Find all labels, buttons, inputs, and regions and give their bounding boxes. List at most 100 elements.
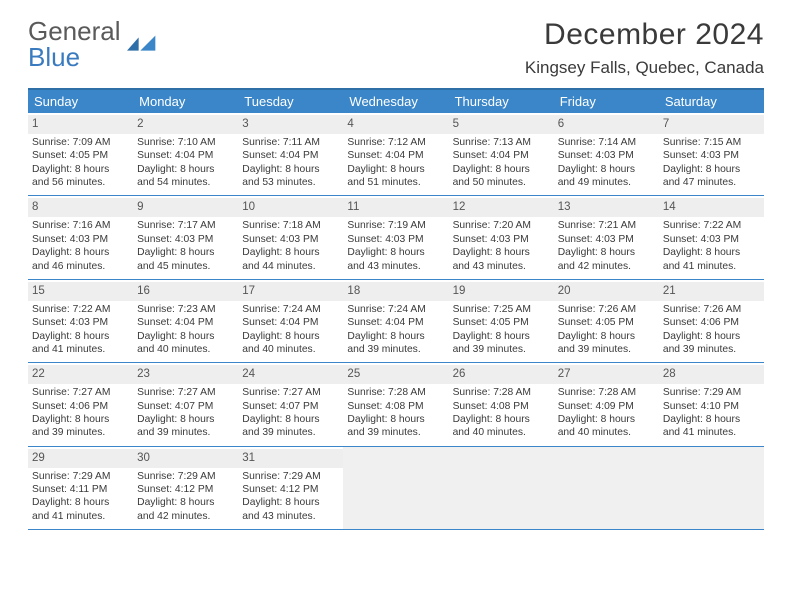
calendar-day: 1Sunrise: 7:09 AMSunset: 4:05 PMDaylight… [28,113,133,195]
daylight-line: Daylight: 8 hours and 39 minutes. [347,413,444,440]
sunrise-line: Sunrise: 7:19 AM [347,219,444,232]
daylight-line: Daylight: 8 hours and 54 minutes. [137,163,234,190]
daylight-line: Daylight: 8 hours and 40 minutes. [137,330,234,357]
sunset-line: Sunset: 4:03 PM [32,316,129,329]
sunrise-line: Sunrise: 7:28 AM [347,386,444,399]
day-number: 26 [449,365,554,384]
sunset-line: Sunset: 4:03 PM [663,149,760,162]
sunset-line: Sunset: 4:04 PM [347,316,444,329]
day-number: 30 [133,449,238,468]
day-number: 12 [449,198,554,217]
calendar-week: 8Sunrise: 7:16 AMSunset: 4:03 PMDaylight… [28,196,764,279]
sunrise-line: Sunrise: 7:16 AM [32,219,129,232]
sunrise-line: Sunrise: 7:27 AM [242,386,339,399]
calendar-day: 20Sunrise: 7:26 AMSunset: 4:05 PMDayligh… [554,280,659,362]
calendar-day: 22Sunrise: 7:27 AMSunset: 4:06 PMDayligh… [28,363,133,445]
sunset-line: Sunset: 4:11 PM [32,483,129,496]
daylight-line: Daylight: 8 hours and 39 minutes. [347,330,444,357]
sunset-line: Sunset: 4:04 PM [242,316,339,329]
title-block: December 2024 Kingsey Falls, Quebec, Can… [525,18,764,78]
calendar-day: 31Sunrise: 7:29 AMSunset: 4:12 PMDayligh… [238,447,343,529]
sunrise-line: Sunrise: 7:28 AM [453,386,550,399]
day-number: 1 [28,115,133,134]
day-number: 25 [343,365,448,384]
daylight-line: Daylight: 8 hours and 39 minutes. [32,413,129,440]
dow-header-cell: Monday [133,90,238,113]
day-number: 3 [238,115,343,134]
sunset-line: Sunset: 4:04 PM [137,149,234,162]
sunset-line: Sunset: 4:03 PM [558,149,655,162]
daylight-line: Daylight: 8 hours and 49 minutes. [558,163,655,190]
calendar-day: 8Sunrise: 7:16 AMSunset: 4:03 PMDaylight… [28,196,133,278]
day-number: 13 [554,198,659,217]
sunrise-line: Sunrise: 7:22 AM [32,303,129,316]
daylight-line: Daylight: 8 hours and 46 minutes. [32,246,129,273]
calendar-day: 21Sunrise: 7:26 AMSunset: 4:06 PMDayligh… [659,280,764,362]
logo-text-bottom: Blue [28,42,80,72]
day-number: 21 [659,282,764,301]
dow-header-cell: Saturday [659,90,764,113]
sunrise-line: Sunrise: 7:29 AM [32,470,129,483]
calendar-day: 16 Sunrise: 7:23 AMSunset: 4:04 PMDayligh… [133,280,238,362]
calendar-day: 26Sunrise: 7:28 AMSunset: 4:08 PMDayligh… [449,363,554,445]
sunset-line: Sunset: 4:07 PM [242,400,339,413]
sunset-line: Sunset: 4:04 PM [137,316,234,329]
calendar-day: 14Sunrise: 7:22 AMSunset: 4:03 PMDayligh… [659,196,764,278]
day-number: 7 [659,115,764,134]
sunrise-line: Sunrise: 7:26 AM [663,303,760,316]
daylight-line: Daylight: 8 hours and 41 minutes. [32,330,129,357]
calendar-day: 24Sunrise: 7:27 AMSunset: 4:07 PMDayligh… [238,363,343,445]
daylight-line: Daylight: 8 hours and 39 minutes. [137,413,234,440]
daylight-line: Daylight: 8 hours and 43 minutes. [347,246,444,273]
dow-header-cell: Wednesday [343,90,448,113]
daylight-line: Daylight: 8 hours and 41 minutes. [663,413,760,440]
dow-header-cell: Sunday [28,90,133,113]
sunset-line: Sunset: 4:03 PM [347,233,444,246]
daylight-line: Daylight: 8 hours and 56 minutes. [32,163,129,190]
daylight-line: Daylight: 8 hours and 53 minutes. [242,163,339,190]
day-number: 15 [28,282,133,301]
calendar-day: 5Sunrise: 7:13 AMSunset: 4:04 PMDaylight… [449,113,554,195]
sunset-line: Sunset: 4:07 PM [137,400,234,413]
page-title: December 2024 [525,18,764,52]
calendar-day: 25 Sunrise: 7:28 AMSunset: 4:08 PMDayligh… [343,363,448,445]
sunrise-line: Sunrise: 7:29 AM [137,470,234,483]
day-number: 4 [343,115,448,134]
daylight-line: Daylight: 8 hours and 50 minutes. [453,163,550,190]
logo-text: General Blue [28,18,121,70]
day-number: 31 [238,449,343,468]
calendar-day: 27Sunrise: 7:28 AMSunset: 4:09 PMDayligh… [554,363,659,445]
calendar-day: 2Sunrise: 7:10 AMSunset: 4:04 PMDaylight… [133,113,238,195]
daylight-line: Daylight: 8 hours and 45 minutes. [137,246,234,273]
sunset-line: Sunset: 4:04 PM [242,149,339,162]
sunrise-line: Sunrise: 7:27 AM [32,386,129,399]
sunset-line: Sunset: 4:04 PM [347,149,444,162]
day-number: 16 [133,282,238,301]
calendar-day-blank [449,447,554,529]
daylight-line: Daylight: 8 hours and 39 minutes. [242,413,339,440]
calendar-day-blank [554,447,659,529]
calendar-day: 15 Sunrise: 7:22 AMSunset: 4:03 PMDayligh… [28,280,133,362]
sunset-line: Sunset: 4:12 PM [137,483,234,496]
calendar-day: 4 Sunrise: 7:12 AMSunset: 4:04 PMDaylight… [343,113,448,195]
sunrise-line: Sunrise: 7:28 AM [558,386,655,399]
sunset-line: Sunset: 4:09 PM [558,400,655,413]
sunrise-line: Sunrise: 7:12 AM [347,136,444,149]
day-number: 8 [28,198,133,217]
day-number: 20 [554,282,659,301]
daylight-line: Daylight: 8 hours and 40 minutes. [242,330,339,357]
sunrise-line: Sunrise: 7:27 AM [137,386,234,399]
sunrise-line: Sunrise: 7:09 AM [32,136,129,149]
calendar-week: 29Sunrise: 7:29 AMSunset: 4:11 PMDayligh… [28,447,764,530]
sunset-line: Sunset: 4:10 PM [663,400,760,413]
sunset-line: Sunset: 4:04 PM [453,149,550,162]
sunset-line: Sunset: 4:08 PM [347,400,444,413]
calendar-day: 10Sunrise: 7:18 AMSunset: 4:03 PMDayligh… [238,196,343,278]
calendar-week: 22Sunrise: 7:27 AMSunset: 4:06 PMDayligh… [28,363,764,446]
daylight-line: Daylight: 8 hours and 39 minutes. [663,330,760,357]
calendar-day-blank [659,447,764,529]
day-number: 2 [133,115,238,134]
daylight-line: Daylight: 8 hours and 41 minutes. [32,496,129,523]
daylight-line: Daylight: 8 hours and 51 minutes. [347,163,444,190]
sunrise-line: Sunrise: 7:23 AM [137,303,234,316]
